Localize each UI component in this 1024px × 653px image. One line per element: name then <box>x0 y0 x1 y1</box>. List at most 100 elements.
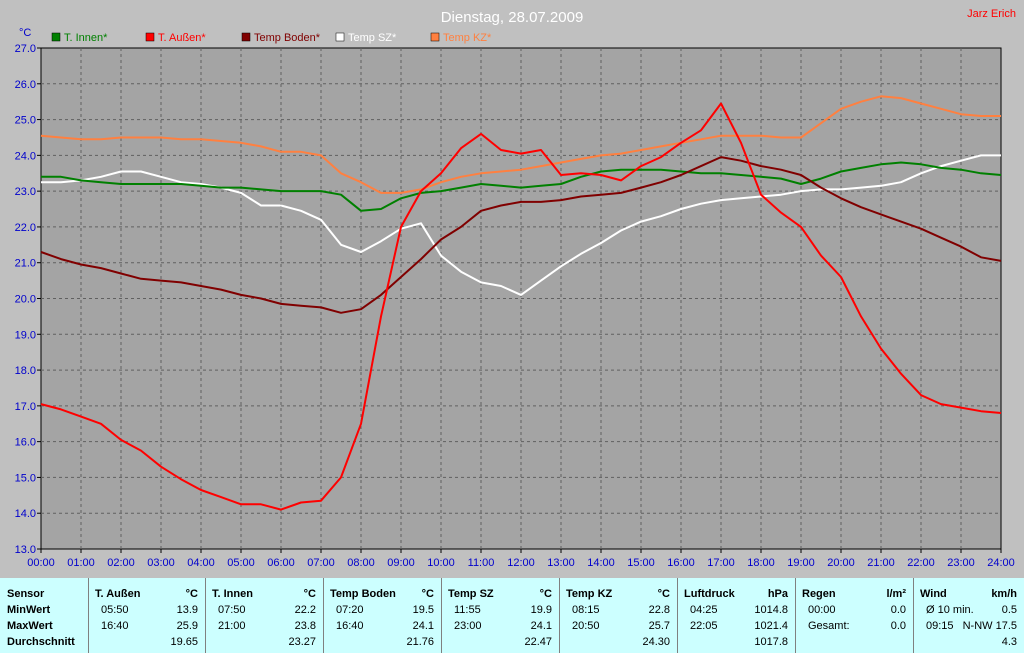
min-time: 07:20 <box>336 604 364 616</box>
min-time: 05:50 <box>101 604 129 616</box>
min-time: 04:25 <box>690 604 718 616</box>
minwert-label: MinWert <box>7 604 51 616</box>
maxwert-label: MaxWert <box>7 620 53 632</box>
max-time: Gesamt: <box>808 620 850 632</box>
legend-label: Temp KZ* <box>443 32 492 44</box>
column-header: Regen <box>802 588 836 600</box>
min-time: Ø 10 min. <box>926 604 974 616</box>
stat-column: Luftdruck hPa 04:25 1014.8 22:05 1021.4 1017.8 <box>677 578 796 653</box>
min-value: 22.2 <box>294 604 316 616</box>
x-tick-label: 06:00 <box>267 557 295 569</box>
max-value: 25.7 <box>648 620 670 632</box>
x-tick-label: 04:00 <box>187 557 215 569</box>
x-tick-label: 07:00 <box>307 557 335 569</box>
column-header: Temp KZ <box>566 588 613 600</box>
series-line-2 <box>40 156 1002 314</box>
max-value: 24.1 <box>530 620 552 632</box>
min-value: 13.9 <box>176 604 198 616</box>
legend-label: Temp Boden* <box>254 32 321 44</box>
legend-swatch <box>145 32 155 42</box>
x-tick-label: 08:00 <box>347 557 375 569</box>
stat-column: Temp KZ °C 08:15 22.8 20:50 25.7 24.30 <box>559 578 678 653</box>
grid <box>41 48 1001 549</box>
max-time: 22:05 <box>690 620 718 632</box>
temperature-chart: 13.0 14.0 15.0 16.0 17.0 18.0 19.0 20.0 21.0 22.0… <box>15 8 1016 569</box>
x-tick-label: 24:00 <box>987 557 1015 569</box>
column-unit: °C <box>539 588 552 600</box>
durchschnitt-label: Durchschnitt <box>7 636 75 648</box>
y-tick-label: 21.0 <box>15 258 36 270</box>
max-value: 25.9 <box>176 620 198 632</box>
y-tick-label: 24.0 <box>15 150 36 162</box>
max-time: 23:00 <box>454 620 482 632</box>
y-axis-unit: °C <box>19 27 31 39</box>
x-tick-label: 14:00 <box>587 557 615 569</box>
max-time: 16:40 <box>101 620 129 632</box>
stat-column: Temp SZ °C 11:55 19.9 23:00 24.1 22.47 <box>441 578 560 653</box>
column-header: Luftdruck <box>684 588 735 600</box>
column-unit: °C <box>303 588 316 600</box>
x-tick-label: 20:00 <box>827 557 855 569</box>
x-tick-label: 19:00 <box>787 557 815 569</box>
min-time: 11:55 <box>454 604 481 616</box>
stat-column: T. Innen °C 07:50 22.2 21:00 23.8 23.27 <box>205 578 324 653</box>
y-tick-label: 16.0 <box>15 437 36 449</box>
y-tick-label: 13.0 <box>15 544 36 556</box>
min-value: 1014.8 <box>754 604 788 616</box>
max-time: 16:40 <box>336 620 364 632</box>
avg-value: 24.30 <box>642 636 670 648</box>
legend-swatch <box>335 32 345 42</box>
x-tick-label: 13:00 <box>547 557 575 569</box>
x-tick-label: 23:00 <box>947 557 975 569</box>
series-line-4 <box>40 95 1001 194</box>
min-value: 19.5 <box>412 604 434 616</box>
y-tick-label: 26.0 <box>15 79 36 91</box>
x-tick-label: 21:00 <box>867 557 895 569</box>
stat-column: Regen l/m² 00:00 0.0 Gesamt: 0.0 <box>795 578 914 653</box>
x-tick-label: 03:00 <box>147 557 175 569</box>
x-axis: 00:00 01:00 02:00 03:00 04:00 05:00 06:00 07:00… <box>27 549 1015 569</box>
y-tick-label: 17.0 <box>15 401 36 413</box>
column-unit: hPa <box>767 588 788 600</box>
x-tick-label: 15:00 <box>627 557 655 569</box>
min-time: 08:15 <box>572 604 600 616</box>
column-unit: km/h <box>991 588 1017 600</box>
avg-value: 23.27 <box>288 636 316 648</box>
x-tick-label: 22:00 <box>907 557 935 569</box>
column-header: Temp Boden <box>330 588 396 600</box>
y-tick-label: 23.0 <box>15 186 36 198</box>
x-tick-label: 18:00 <box>747 557 775 569</box>
x-tick-label: 00:00 <box>27 557 55 569</box>
max-time: 20:50 <box>572 620 600 632</box>
y-tick-label: 22.0 <box>15 222 36 234</box>
legend-label: T. Außen* <box>158 32 206 44</box>
y-tick-label: 18.0 <box>15 365 36 377</box>
y-tick-label: 25.0 <box>15 115 36 127</box>
avg-value: 21.76 <box>406 636 434 648</box>
column-unit: °C <box>421 588 434 600</box>
x-tick-label: 16:00 <box>667 557 695 569</box>
min-value: 19.9 <box>530 604 552 616</box>
y-tick-label: 27.0 <box>15 43 36 55</box>
x-tick-label: 05:00 <box>227 557 255 569</box>
author-label: Jarz Erich <box>967 8 1016 20</box>
column-header: T. Außen <box>95 588 141 600</box>
min-time: 07:50 <box>218 604 246 616</box>
legend-swatch <box>430 32 440 42</box>
column-header: Temp SZ <box>448 588 494 600</box>
max-time: 21:00 <box>218 620 246 632</box>
y-axis: 13.0 14.0 15.0 16.0 17.0 18.0 19.0 20.0 21.0 22.0… <box>15 43 41 556</box>
max-value: 0.0 <box>890 620 906 632</box>
y-tick-label: 19.0 <box>15 329 36 341</box>
y-tick-label: 14.0 <box>15 508 36 520</box>
min-value: 22.8 <box>648 604 670 616</box>
x-tick-label: 11:00 <box>468 557 495 569</box>
max-value: 1021.4 <box>754 620 788 632</box>
max-value: 23.8 <box>294 620 316 632</box>
statistics-table: Sensor MinWert MaxWert Durchschnitt T. A… <box>0 578 1024 653</box>
min-value: 0.5 <box>1001 604 1017 616</box>
legend-swatch <box>51 32 61 42</box>
sensor-header: Sensor <box>7 588 45 600</box>
column-unit: °C <box>657 588 670 600</box>
stat-column: Temp Boden °C 07:20 19.5 16:40 24.1 21.76 <box>323 578 442 653</box>
